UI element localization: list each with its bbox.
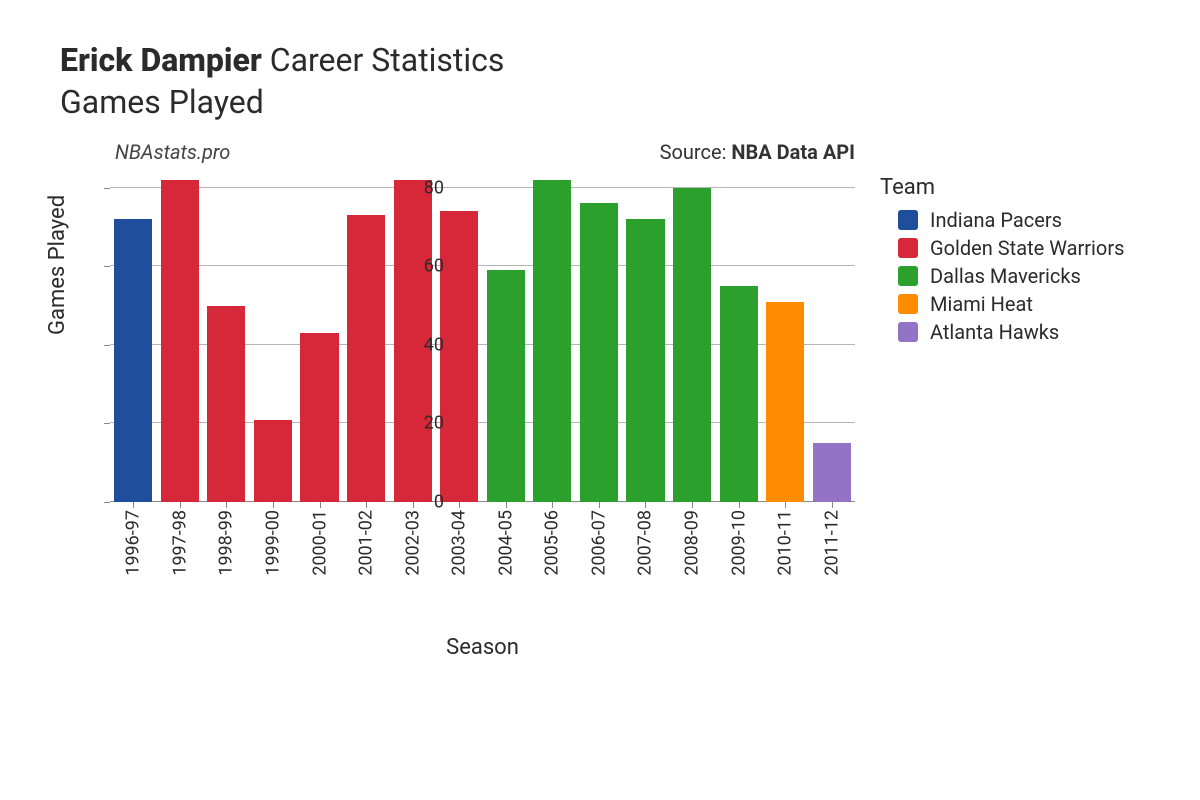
- data-source: Source: NBA Data API: [660, 140, 855, 164]
- x-tick-mark: [552, 502, 553, 508]
- x-tick-mark: [320, 502, 321, 508]
- legend-swatch: [898, 266, 918, 286]
- x-tick-mark: [785, 502, 786, 508]
- legend: Team Indiana Pacers Golden State Warriors…: [880, 175, 1124, 348]
- x-tick-label: 2011-12: [821, 510, 842, 576]
- legend-swatch: [898, 238, 918, 258]
- x-tick-label: 1999-00: [262, 510, 283, 576]
- bar: [440, 211, 478, 502]
- y-tick-label: 80: [404, 177, 444, 198]
- x-tick-label: 1998-99: [216, 510, 237, 576]
- x-tick-mark: [273, 502, 274, 508]
- x-tick-label: 2005-06: [542, 510, 563, 576]
- bar: [347, 215, 385, 502]
- x-tick-mark: [506, 502, 507, 508]
- plot-area: [110, 172, 855, 502]
- x-tick-mark: [133, 502, 134, 508]
- legend-item: Miami Heat: [898, 292, 1124, 316]
- y-tick-mark: [104, 188, 110, 189]
- meta-row: NBAstats.pro Source: NBA Data API: [115, 140, 855, 164]
- y-tick-label: 60: [404, 256, 444, 277]
- x-tick-label: 1997-98: [169, 510, 190, 576]
- x-tick-mark: [599, 502, 600, 508]
- bar: [766, 302, 804, 502]
- y-axis-label: Games Played: [45, 195, 70, 335]
- legend-swatch: [898, 210, 918, 230]
- x-axis-ticks: 1996-97 1997-98 1998-99 1999-00 2000-01 2001-…: [110, 510, 855, 620]
- x-tick-label: 2010-11: [775, 510, 796, 576]
- gridline: [110, 187, 855, 188]
- y-tick-mark: [104, 502, 110, 503]
- bar: [487, 270, 525, 502]
- x-tick-label: 2001-02: [356, 510, 377, 576]
- x-tick-label: 2009-10: [728, 510, 749, 576]
- y-tick-label: 20: [404, 413, 444, 434]
- legend-label: Dallas Mavericks: [930, 264, 1081, 288]
- x-tick-mark: [645, 502, 646, 508]
- legend-label: Indiana Pacers: [930, 208, 1062, 232]
- x-axis-label: Season: [110, 635, 855, 660]
- legend-item: Indiana Pacers: [898, 208, 1124, 232]
- bar: [813, 443, 851, 502]
- legend-label: Atlanta Hawks: [930, 320, 1059, 344]
- x-tick-label: 2003-04: [449, 510, 470, 576]
- bar: [580, 203, 618, 502]
- chart-subtitle: Games Played: [60, 82, 1160, 124]
- y-tick-mark: [104, 423, 110, 424]
- bar: [161, 180, 199, 502]
- y-tick-label: 40: [404, 334, 444, 355]
- bar: [720, 286, 758, 502]
- x-tick-mark: [180, 502, 181, 508]
- title-player-name: Erick Dampier: [60, 41, 262, 79]
- x-tick-mark: [226, 502, 227, 508]
- legend-item: Golden State Warriors: [898, 236, 1124, 260]
- legend-label: Golden State Warriors: [930, 236, 1124, 260]
- x-tick-mark: [832, 502, 833, 508]
- legend-title: Team: [880, 175, 1124, 200]
- x-tick-mark: [459, 502, 460, 508]
- chart-title-line1: Erick Dampier Career Statistics: [60, 40, 1160, 82]
- source-prefix: Source:: [660, 140, 732, 164]
- site-credit: NBAstats.pro: [115, 140, 230, 164]
- bar: [673, 188, 711, 502]
- x-tick-label: 1996-97: [123, 510, 144, 576]
- title-suffix: Career Statistics: [270, 41, 505, 79]
- y-tick-mark: [104, 266, 110, 267]
- legend-label: Miami Heat: [930, 292, 1033, 316]
- source-name: NBA Data API: [731, 140, 855, 164]
- bar: [114, 219, 152, 502]
- legend-swatch: [898, 294, 918, 314]
- x-tick-mark: [366, 502, 367, 508]
- x-tick-mark: [739, 502, 740, 508]
- bar: [626, 219, 664, 502]
- x-tick-label: 2006-07: [588, 510, 609, 576]
- bar: [207, 306, 245, 502]
- y-tick-mark: [104, 345, 110, 346]
- gridline: [110, 265, 855, 266]
- x-tick-mark: [692, 502, 693, 508]
- x-tick-label: 2008-09: [682, 510, 703, 576]
- x-tick-label: 2002-03: [402, 510, 423, 576]
- x-tick-mark: [413, 502, 414, 508]
- x-tick-label: 2004-05: [495, 510, 516, 576]
- legend-item: Atlanta Hawks: [898, 320, 1124, 344]
- x-tick-label: 2000-01: [309, 510, 330, 576]
- legend-swatch: [898, 322, 918, 342]
- legend-item: Dallas Mavericks: [898, 264, 1124, 288]
- bar: [533, 180, 571, 502]
- bar: [254, 420, 292, 503]
- bar: [300, 333, 338, 502]
- x-tick-label: 2007-08: [635, 510, 656, 576]
